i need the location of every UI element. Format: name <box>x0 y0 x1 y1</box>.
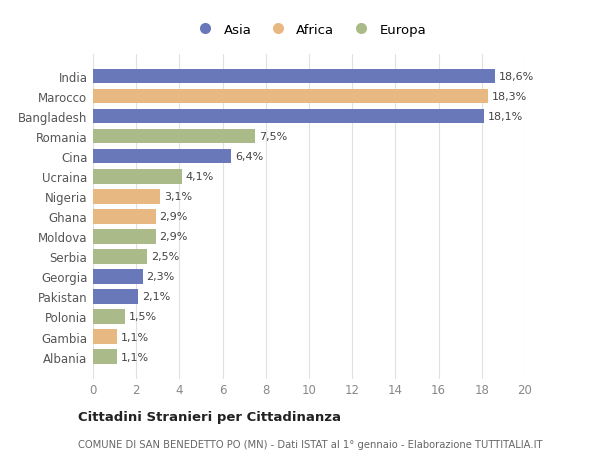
Bar <box>93 150 231 164</box>
Text: 1,1%: 1,1% <box>121 352 149 362</box>
Bar <box>93 110 484 124</box>
Bar <box>93 290 139 304</box>
Text: Cittadini Stranieri per Cittadinanza: Cittadini Stranieri per Cittadinanza <box>78 410 341 423</box>
Text: 1,5%: 1,5% <box>129 312 157 322</box>
Bar <box>93 350 117 364</box>
Text: 2,9%: 2,9% <box>160 232 188 242</box>
Text: 2,3%: 2,3% <box>146 272 175 282</box>
Text: 1,1%: 1,1% <box>121 332 149 342</box>
Text: 2,1%: 2,1% <box>142 292 170 302</box>
Bar <box>93 130 255 144</box>
Bar <box>93 70 495 84</box>
Bar <box>93 170 182 184</box>
Bar <box>93 310 125 324</box>
Bar <box>93 269 143 284</box>
Text: 4,1%: 4,1% <box>185 172 214 182</box>
Text: 7,5%: 7,5% <box>259 132 287 142</box>
Bar <box>93 330 117 344</box>
Bar <box>93 190 160 204</box>
Bar <box>93 250 147 264</box>
Text: COMUNE DI SAN BENEDETTO PO (MN) - Dati ISTAT al 1° gennaio - Elaborazione TUTTIT: COMUNE DI SAN BENEDETTO PO (MN) - Dati I… <box>78 440 542 449</box>
Text: 18,3%: 18,3% <box>492 92 527 102</box>
Text: 18,1%: 18,1% <box>488 112 523 122</box>
Bar <box>93 90 488 104</box>
Text: 2,5%: 2,5% <box>151 252 179 262</box>
Bar <box>93 230 155 244</box>
Bar <box>93 210 155 224</box>
Text: 3,1%: 3,1% <box>164 192 192 202</box>
Text: 6,4%: 6,4% <box>235 152 263 162</box>
Text: 2,9%: 2,9% <box>160 212 188 222</box>
Text: 18,6%: 18,6% <box>499 72 534 82</box>
Legend: Asia, Africa, Europa: Asia, Africa, Europa <box>188 20 430 40</box>
